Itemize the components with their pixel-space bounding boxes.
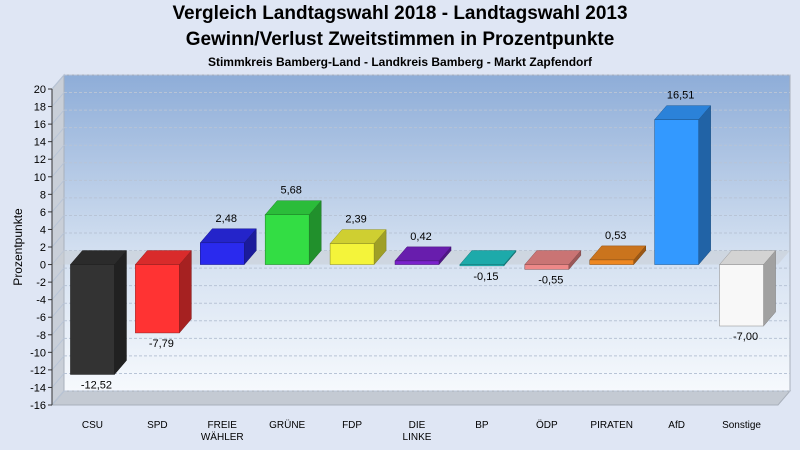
bar <box>394 246 452 266</box>
bar <box>654 104 712 266</box>
y-tick-label: -10 <box>30 347 46 359</box>
bar-value-label: -0,15 <box>473 271 498 283</box>
bar-value-label: 0,53 <box>605 230 626 242</box>
bar-front <box>524 264 570 270</box>
gridline-side <box>51 338 65 353</box>
bar-value-label: 2,39 <box>345 214 366 226</box>
bar-front <box>264 214 310 265</box>
x-tick-label: BP <box>475 420 489 431</box>
bar-side <box>698 104 711 266</box>
bar-front <box>719 264 764 327</box>
y-tick-label: -4 <box>36 295 46 307</box>
x-tick-label: LINKE <box>403 432 432 443</box>
gridline-side <box>51 127 65 142</box>
bar <box>199 228 257 266</box>
y-tick-label: 20 <box>34 84 46 96</box>
chart-title: Vergleich Landtagswahl 2018 - Landtagswa… <box>172 3 628 24</box>
bar-value-label: 0,42 <box>410 231 431 243</box>
bar-side <box>114 249 127 376</box>
bar-value-label: -0,55 <box>538 274 563 286</box>
y-tick-label: -6 <box>36 312 46 324</box>
bar-value-label: 2,48 <box>216 213 237 225</box>
bar-value-label: -7,00 <box>733 331 758 343</box>
bar-front <box>394 260 440 265</box>
bar-value-label: -7,79 <box>149 338 174 350</box>
y-tick-label: 10 <box>34 172 46 184</box>
bar-side <box>179 249 192 334</box>
floor <box>50 390 792 406</box>
y-tick-label: -14 <box>30 382 46 394</box>
x-tick-label: WÄHLER <box>201 431 244 443</box>
bar <box>719 249 777 327</box>
y-tick-label: 8 <box>40 189 46 201</box>
y-tick-label: 12 <box>34 154 46 166</box>
gridline-side <box>51 285 65 300</box>
bar <box>524 249 582 271</box>
x-tick-label: PIRATEN <box>590 420 633 431</box>
x-tick-label: SPD <box>147 420 168 431</box>
gridline-side <box>51 109 65 125</box>
gridline-side <box>51 355 65 371</box>
gridline-side <box>51 390 65 406</box>
x-tick-label: AfD <box>668 420 685 431</box>
gridline-side <box>51 250 65 265</box>
bar <box>589 245 647 266</box>
bar-value-label: -12,52 <box>81 379 112 391</box>
y-tick-label: -2 <box>36 277 46 289</box>
bar-front <box>135 264 180 334</box>
gridline-side <box>51 92 65 107</box>
gridline-side <box>51 320 65 336</box>
bar <box>134 249 192 334</box>
x-tick-label: CSU <box>82 420 103 431</box>
bar-front <box>589 259 634 265</box>
gridline-side <box>51 373 65 388</box>
y-tick-label: -16 <box>30 400 46 412</box>
y-tick-label: -12 <box>30 365 46 377</box>
x-tick-label: FDP <box>342 420 362 431</box>
x-tick-label: Sonstige <box>722 420 761 431</box>
bar <box>69 249 127 376</box>
y-tick-label: 14 <box>34 137 46 149</box>
bar-value-label: 5,68 <box>280 185 301 197</box>
y-axis-label: Prozentpunkte <box>11 208 25 286</box>
y-tick-label: -8 <box>36 330 46 342</box>
bar-front <box>459 264 505 267</box>
gridline-side <box>51 162 65 178</box>
bar-value-label: 16,51 <box>667 90 695 102</box>
bar <box>459 249 517 267</box>
bar-front <box>70 264 115 375</box>
gridline-side <box>51 144 65 160</box>
x-tick-label: DIE <box>409 420 426 431</box>
gridline-side <box>51 197 65 213</box>
x-tick-label: GRÜNE <box>269 419 305 431</box>
bar-front <box>329 243 375 265</box>
y-tick-label: 4 <box>40 224 46 236</box>
y-tick-label: 0 <box>40 260 46 272</box>
y-tick-label: 6 <box>40 207 46 219</box>
gridline-side <box>51 180 65 195</box>
chart-subtitle: Gewinn/Verlust Zweitstimmen in Prozentpu… <box>185 29 615 50</box>
bar <box>329 228 387 266</box>
x-tick-label: ÖDP <box>536 419 558 431</box>
gridline-side <box>51 302 65 318</box>
y-tick-label: 2 <box>40 242 46 254</box>
x-tick-label: FREIE <box>208 420 238 431</box>
chart-region-subtitle: Stimmkreis Bamberg-Land - Landkreis Bamb… <box>207 55 593 69</box>
gridline-side <box>51 267 65 283</box>
gridline-side <box>51 74 65 90</box>
bar-front <box>654 119 699 265</box>
bar-front <box>200 242 245 265</box>
y-tick-label: 16 <box>34 119 46 131</box>
gridline-side <box>51 232 65 248</box>
y-tick-label: 18 <box>34 102 46 114</box>
bar <box>264 200 322 266</box>
gridline-side <box>51 215 65 230</box>
